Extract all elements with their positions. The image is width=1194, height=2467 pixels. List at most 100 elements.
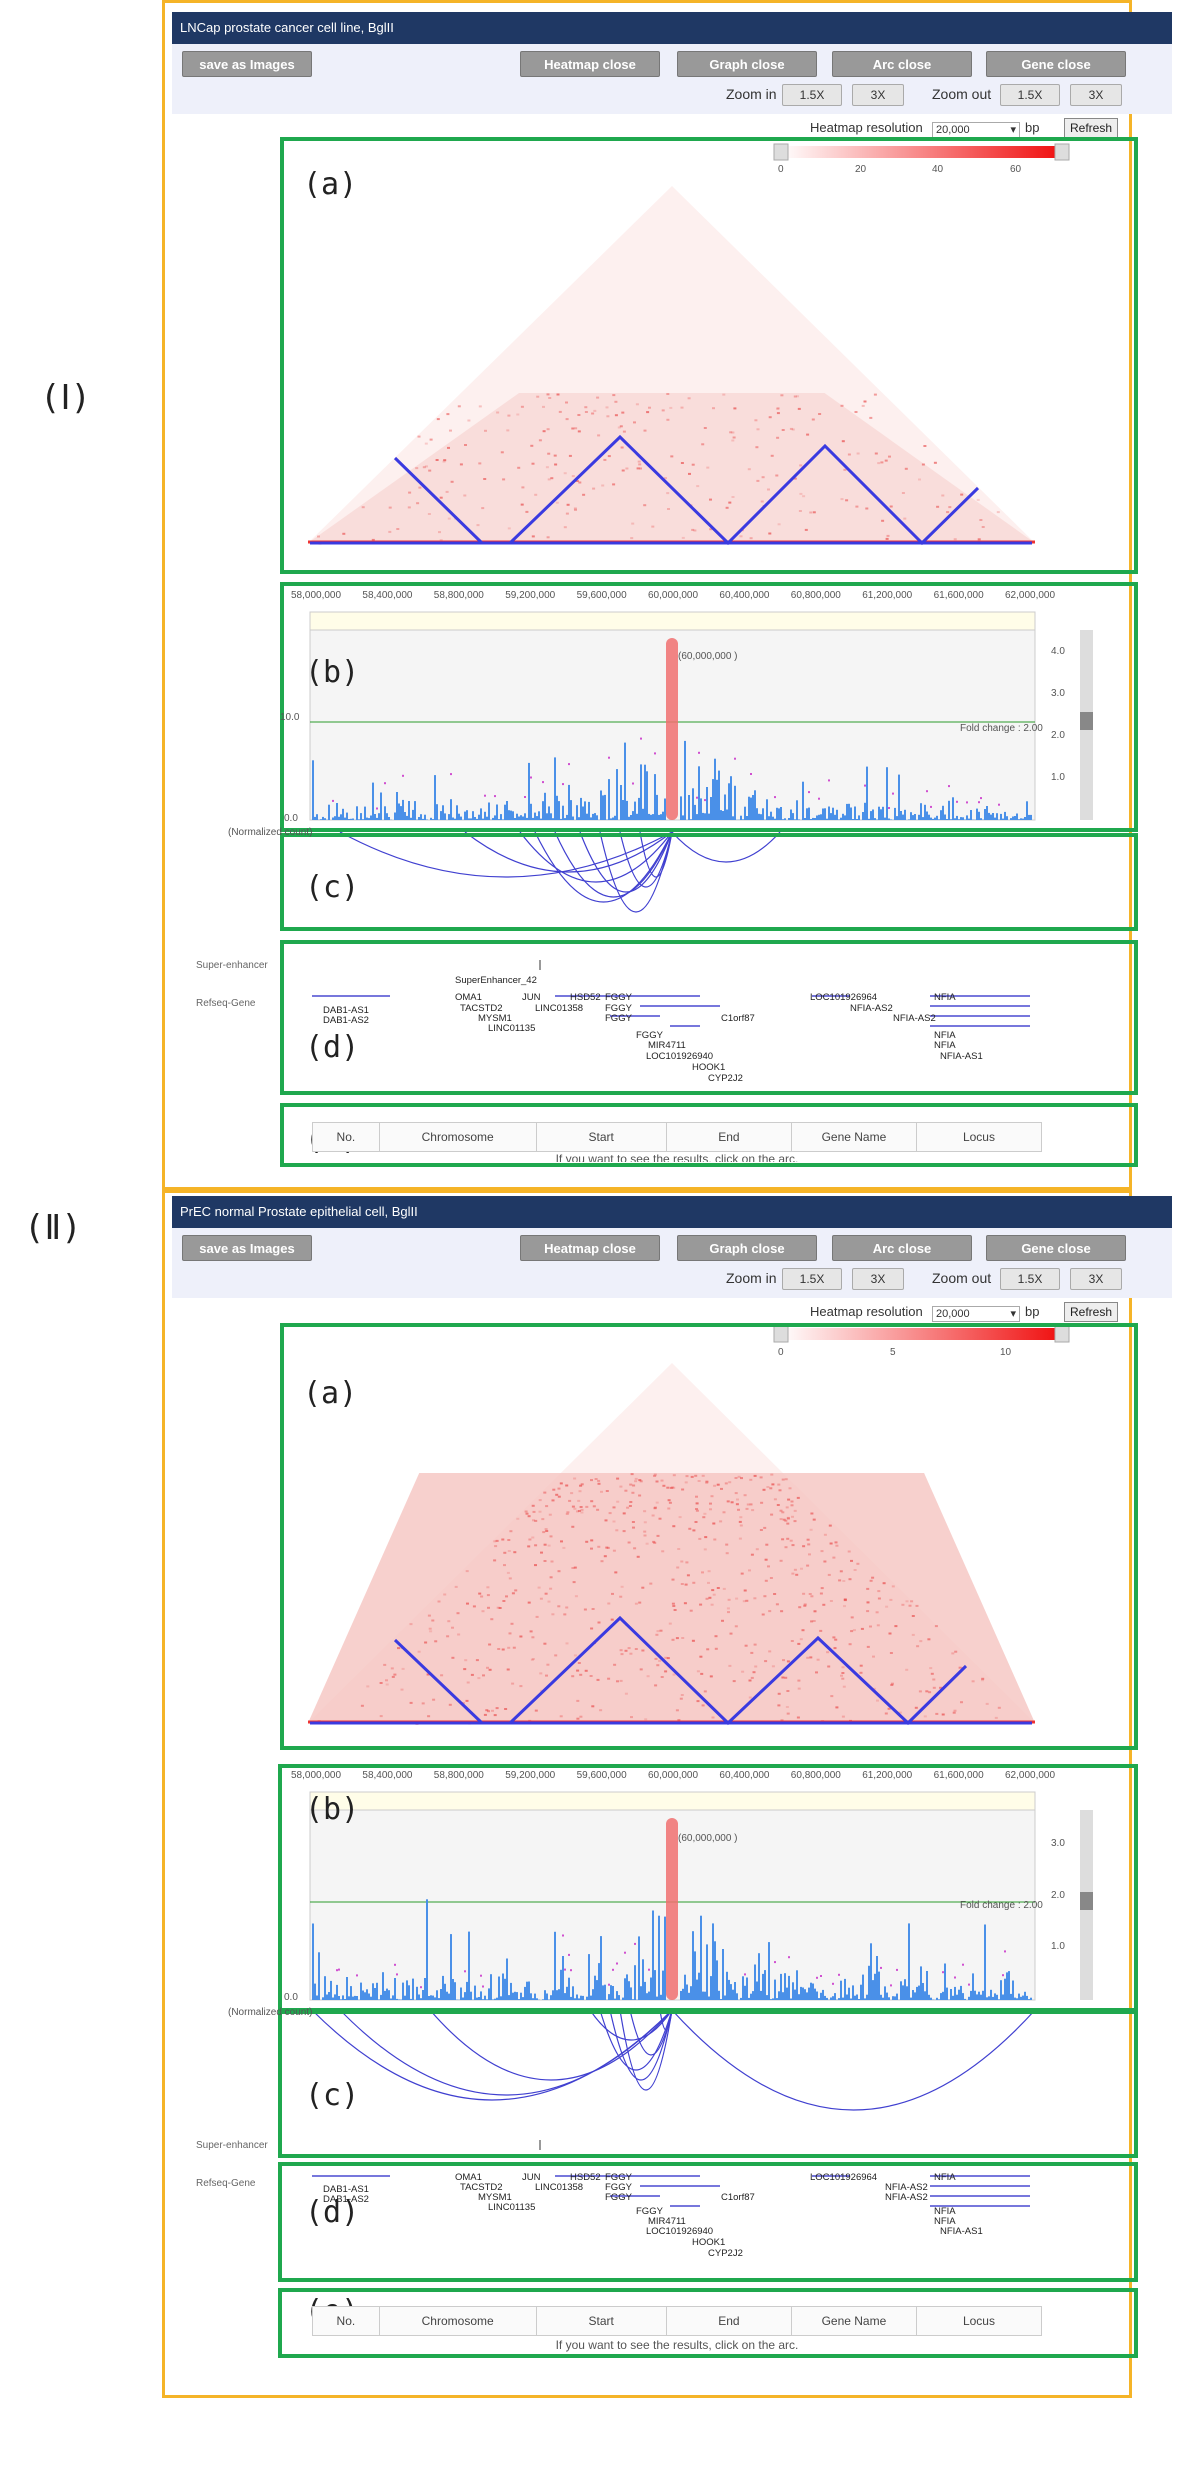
gene-close-button[interactable]: Gene close [986,51,1126,77]
gene-label[interactable]: MYSM1 [478,2192,512,2203]
signal-bar [586,1996,588,2000]
gene-label[interactable]: NFIA-AS2 [885,2192,928,2203]
heatmap-cell [802,1592,806,1595]
zoom-out-3x-button[interactable]: 3X [1070,84,1122,106]
gene-label[interactable]: NFIA-AS2 [885,2182,928,2193]
gene-label[interactable]: NFIA [934,2216,956,2227]
gene-label[interactable]: MYSM1 [478,1013,512,1024]
gene-label[interactable]: NFIA [934,2172,956,2183]
heatmap-resolution-select[interactable]: 20,000 ▾ [932,1306,1020,1322]
gene-label[interactable]: CYP2J2 [708,1073,743,1084]
heatmap-cell [771,1665,775,1668]
heatmap-cell [463,1668,467,1671]
gene-label[interactable]: HSD52 [570,992,601,1003]
fold-dot [890,1984,892,1987]
gene-label[interactable]: DAB1-AS1 [323,2184,369,2195]
heatmap-cell [790,1504,794,1507]
signal-bar [580,797,582,820]
heatmap-close-button[interactable]: Heatmap close [520,1235,660,1261]
gene-label[interactable]: CYP2J2 [708,2248,743,2259]
legend-tick: 60 [1010,164,1022,175]
zoom-out-3x-button[interactable]: 3X [1070,1268,1122,1290]
gene-label[interactable]: NFIA-AS2 [893,1013,936,1024]
heatmap-cell [753,1597,757,1600]
heatmap-cell [832,1636,836,1639]
refresh-button[interactable]: Refresh [1064,1302,1118,1322]
gene-label[interactable]: NFIA-AS1 [940,1051,983,1062]
gene-label[interactable]: LINC01135 [488,1023,536,1034]
gene-label[interactable]: LOC101926940 [646,1051,714,1062]
gene-label[interactable]: LINC01135 [488,2202,536,2213]
super-enhancer-label[interactable]: SuperEnhancer_42 [455,975,537,986]
heatmap-cell [643,429,647,432]
save-images-button[interactable]: save as Images [182,51,312,77]
save-images-button[interactable]: save as Images [182,1235,312,1261]
zoom-in-1-5x-button[interactable]: 1.5X [782,84,842,106]
arc-close-button[interactable]: Arc close [832,1235,972,1261]
gene-label[interactable]: FGGY [605,1003,632,1014]
gene-label[interactable]: FGGY [605,992,632,1003]
gene-label[interactable]: FGGY [636,1030,663,1041]
zoom-in-3x-button[interactable]: 3X [852,1268,904,1290]
gene-label[interactable]: NFIA [934,992,956,1003]
gene-label[interactable]: FGGY [605,2172,632,2183]
fold-dot [654,752,656,755]
signal-bar [978,1991,980,2000]
gene-label[interactable]: DAB1-AS1 [323,1005,369,1016]
heatmap-cell [808,1593,812,1595]
signal-bar [532,1998,534,2000]
gene-label[interactable]: FGGY [636,2206,663,2217]
gene-label[interactable]: HOOK1 [692,1062,726,1073]
gene-label[interactable]: LOC101926940 [646,2226,714,2237]
gene-label[interactable]: OMA1 [455,992,482,1003]
gene-label[interactable]: MIR4711 [648,1040,686,1051]
gene-label[interactable]: HOOK1 [692,2237,726,2248]
arc-close-button[interactable]: Arc close [832,51,972,77]
gene-label[interactable]: C1orf87 [721,2192,755,2203]
signal-bar [556,1990,558,2000]
zoom-out-1-5x-button[interactable]: 1.5X [1000,84,1060,106]
gene-label[interactable]: TACSTD2 [460,2182,503,2193]
heatmap-cell [547,452,551,455]
gene-label[interactable]: NFIA [934,1040,956,1051]
graph-close-button[interactable]: Graph close [677,1235,817,1261]
zoom-in-3x-button[interactable]: 3X [852,84,904,106]
gene-label[interactable]: TACSTD2 [460,1003,503,1014]
gene-label[interactable]: NFIA-AS1 [940,2226,983,2237]
gene-label[interactable]: FGGY [605,2182,632,2193]
zoom-out-1-5x-button[interactable]: 1.5X [1000,1268,1060,1290]
heatmap-cell [638,1601,642,1604]
heatmap-cell [809,1656,813,1659]
gene-label[interactable]: NFIA [934,1030,956,1041]
heatmap-cell [768,416,772,419]
gene-label[interactable]: NFIA-AS2 [850,1003,893,1014]
gene-label[interactable]: OMA1 [455,2172,482,2183]
gene-label[interactable]: FGGY [605,2192,632,2203]
gene-label[interactable]: DAB1-AS2 [323,1015,369,1026]
gene-label[interactable]: LOC101926964 [810,2172,878,2183]
gene-label[interactable]: FGGY [605,1013,632,1024]
heatmap-close-button[interactable]: Heatmap close [520,51,660,77]
heatmap-cell [711,1589,715,1592]
gene-label[interactable]: LOC101926964 [810,992,878,1003]
gene-label[interactable]: LINC01358 [535,1003,584,1014]
gene-label[interactable]: C1orf87 [721,1013,755,1024]
gene-label[interactable]: LINC01358 [535,2182,584,2193]
zoom-in-1-5x-button[interactable]: 1.5X [782,1268,842,1290]
gene-label[interactable]: MIR4711 [648,2216,686,2227]
graph-close-button[interactable]: Graph close [677,51,817,77]
signal-bar [1006,1972,1008,2000]
signal-bar [828,806,830,820]
heatmap-cell [704,1536,708,1539]
gene-label[interactable]: JUN [522,2172,541,2183]
signal-bar [698,766,700,820]
heatmap-cell [634,1477,638,1480]
signal-bar [940,1993,942,2000]
gene-close-button[interactable]: Gene close [986,1235,1126,1261]
heatmap-cell [361,506,365,509]
gene-label[interactable]: NFIA [934,2206,956,2217]
heatmap-cell [584,411,588,413]
gene-label[interactable]: HSD52 [570,2172,601,2183]
gene-label[interactable]: JUN [522,992,541,1003]
gene-label[interactable]: DAB1-AS2 [323,2194,369,2205]
